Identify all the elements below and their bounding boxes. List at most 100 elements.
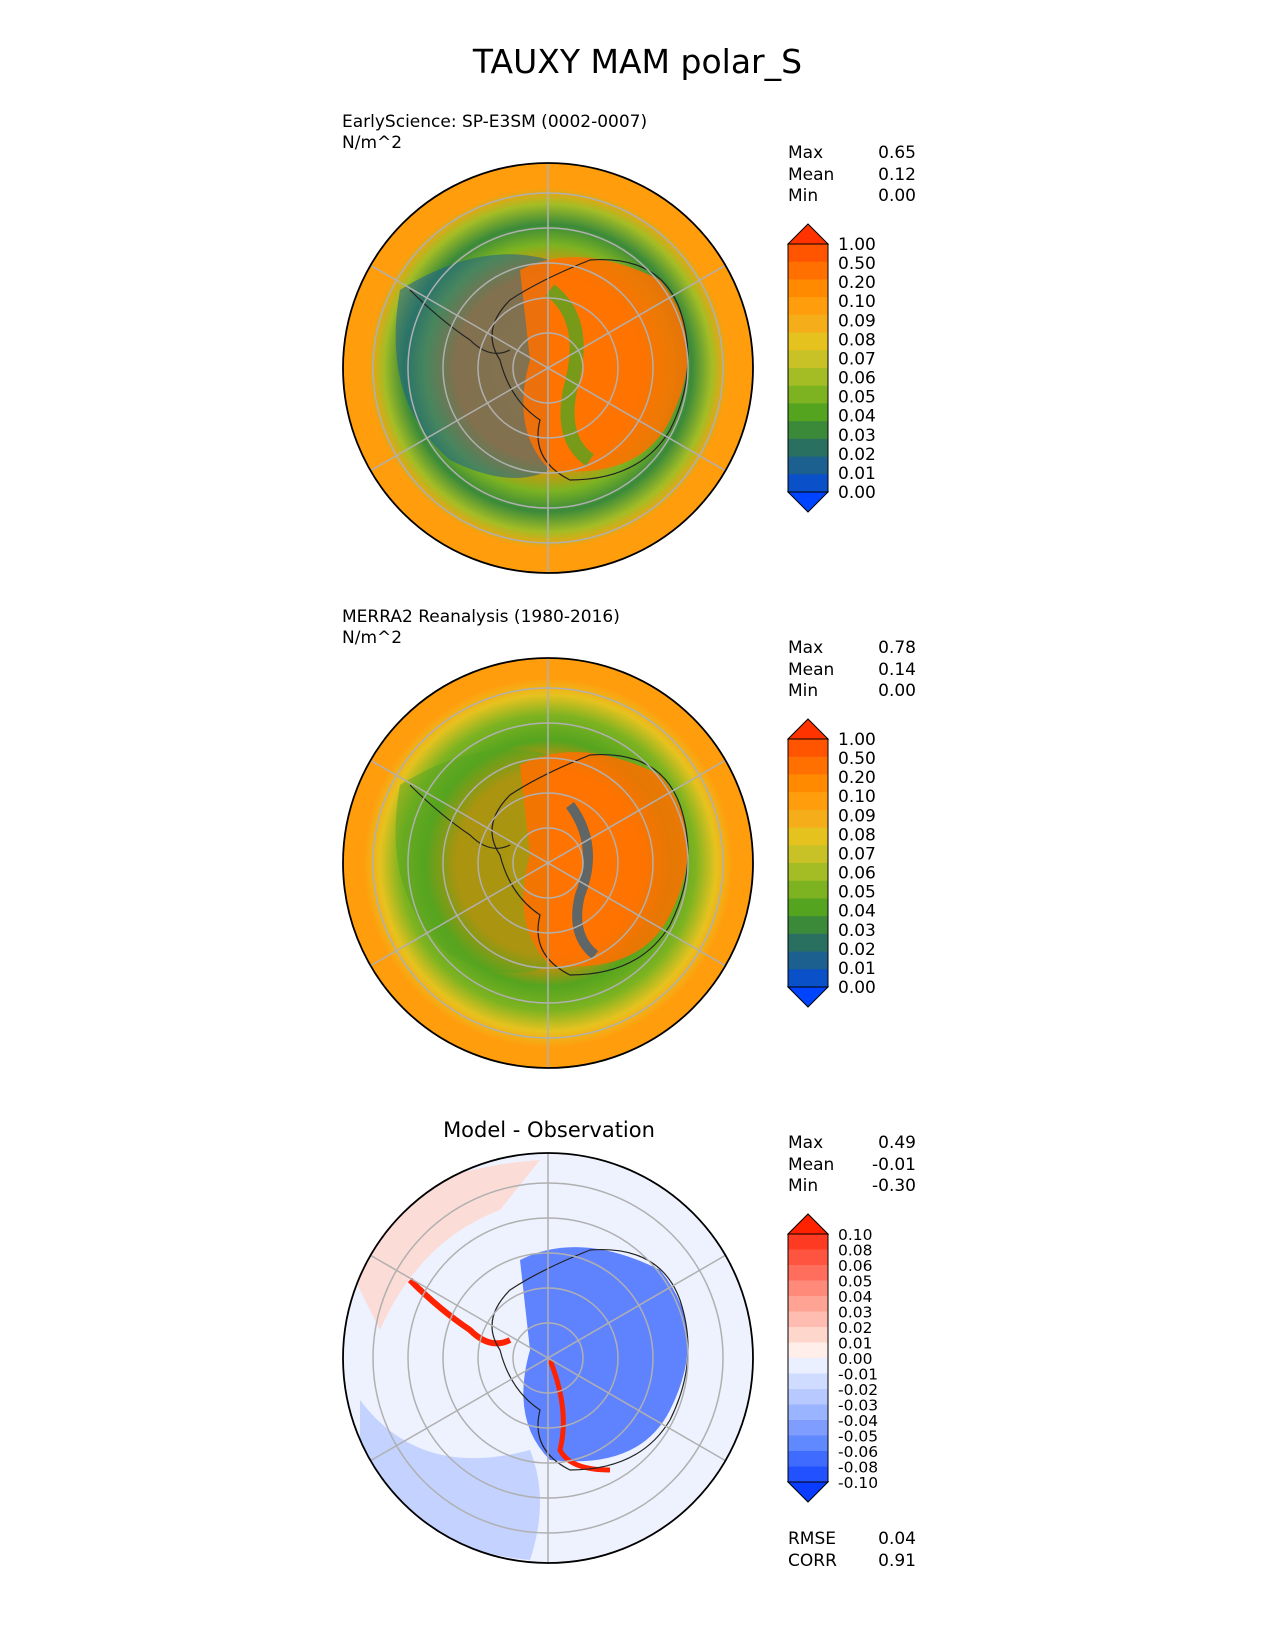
coastline (491, 258, 689, 481)
colorbar-tick-label: 0.07 (838, 844, 876, 864)
panel-2-colorbar: 1.000.500.200.100.090.080.070.060.050.04… (786, 718, 876, 1008)
colorbar-tick-label: 0.01 (838, 1335, 873, 1353)
colorbar-tick-label: 0.04 (838, 902, 876, 922)
graticule (369, 1153, 727, 1563)
colorbar-extend-max (786, 1213, 830, 1235)
colorbar-tick-label: 0.08 (838, 330, 876, 350)
colorbar-tick-label: 0.02 (838, 445, 876, 465)
colorbar-tick-label: -0.08 (838, 1459, 878, 1477)
panel-2-title-line1: MERRA2 Reanalysis (1980-2016) (342, 607, 620, 627)
colorbar-tick-label: 0.10 (838, 292, 876, 312)
colorbar-frame (787, 738, 829, 988)
colorbar-tick-label: 0.03 (838, 921, 876, 941)
colorbar-tick-label: 0.50 (838, 749, 876, 769)
colorbar-segment (788, 792, 828, 811)
colorbar-tick-label: 0.07 (838, 349, 876, 369)
panel-2-stats: Max 0.78 Mean 0.14 Min 0.00 (788, 638, 916, 703)
colorbar-segment (788, 969, 828, 988)
colorbar-segment (788, 916, 828, 935)
colorbar-tick-label: 0.06 (838, 1257, 873, 1275)
colorbar-segment (788, 332, 828, 351)
colorbar-segment (788, 1249, 828, 1266)
colorbar-tick-label: 0.00 (838, 1350, 873, 1368)
colorbar-tick-label: 1.00 (838, 235, 876, 255)
graticule (369, 658, 727, 1068)
map-boundary (342, 657, 754, 1069)
colorbar-segment (788, 1389, 828, 1405)
stat-max: Max 0.78 (788, 638, 916, 658)
colorbar-segment (788, 474, 828, 493)
colorbar-segment (788, 898, 828, 917)
colorbar-segment (788, 933, 828, 953)
colorbar-tick-label: 0.05 (838, 388, 876, 408)
colorbar-tick-label: 0.04 (838, 1288, 873, 1306)
colorbar-segment (788, 951, 828, 970)
colorbar-segment (788, 244, 828, 263)
colorbar-segment (788, 1404, 828, 1421)
coastline (491, 1248, 689, 1471)
colorbar-segment (788, 1234, 828, 1250)
colorbar-tick-label: 0.00 (838, 483, 876, 503)
colorbar-tick-label: -0.10 (838, 1474, 878, 1492)
colorbar-tick-label: 0.06 (838, 864, 876, 884)
colorbar-segment (788, 368, 828, 387)
metric-rmse: RMSE 0.04 (788, 1529, 916, 1549)
colorbar-tick-label: 0.04 (838, 407, 876, 427)
panel-3-colorbar: 0.100.080.060.050.040.030.020.010.00-0.0… (786, 1213, 878, 1503)
colorbar-segment (788, 385, 828, 404)
colorbar-segment (788, 774, 828, 793)
colorbar-extend-min (786, 491, 830, 513)
panel-2-title: MERRA2 Reanalysis (1980-2016) N/m^2 (342, 607, 620, 649)
colorbar-tick-label: 0.20 (838, 768, 876, 788)
graticule (369, 163, 727, 573)
colorbar-segment (788, 1296, 828, 1312)
colorbar-tick-label: -0.05 (838, 1428, 878, 1446)
colorbar-tick-label: 0.00 (838, 978, 876, 998)
colorbar-tick-label: 0.08 (838, 825, 876, 845)
colorbar-segment (788, 756, 828, 775)
colorbar-tick-label: 1.00 (838, 730, 876, 750)
panel-3-stats: Max 0.49 Mean -0.01 Min -0.30 (788, 1133, 916, 1198)
colorbar-segment (788, 827, 828, 846)
colorbar-segment (788, 456, 828, 475)
peninsula-coastline (409, 289, 511, 354)
field-channel (545, 284, 595, 466)
panel-3-map (342, 1152, 754, 1564)
colorbar-tick-label: 0.09 (838, 311, 876, 331)
peninsula-positive (407, 1277, 512, 1347)
ross-positive (547, 1359, 611, 1473)
colorbar-tick-label: 0.01 (838, 959, 876, 979)
colorbar-segment (788, 297, 828, 316)
colorbar-segment (788, 845, 828, 864)
colorbar-extend-min (786, 1481, 830, 1503)
panel-3-metrics: RMSE 0.04 CORR 0.91 (788, 1529, 916, 1572)
colorbar-tick-label: 0.20 (838, 273, 876, 293)
colorbar-tick-label: -0.01 (838, 1366, 878, 1384)
colorbar-segment (788, 1466, 828, 1483)
panel-1-units: N/m^2 (342, 133, 403, 153)
colorbar-tick-label: 0.03 (838, 426, 876, 446)
colorbar-segment (788, 438, 828, 458)
colorbar-tick-label: 0.03 (838, 1304, 873, 1322)
peninsula-coastline (409, 784, 511, 849)
colorbar-segment (788, 1451, 828, 1467)
colorbar-tick-label: 0.09 (838, 806, 876, 826)
panel-1-map (342, 162, 754, 574)
colorbar-tick-label: -0.02 (838, 1381, 878, 1399)
colorbar-tick-label: 0.50 (838, 254, 876, 274)
colorbar-segment (788, 350, 828, 369)
colorbar-tick-label: 0.02 (838, 940, 876, 960)
colorbar-segment (788, 1420, 828, 1436)
coastline (491, 753, 689, 976)
stat-min: Min 0.00 (788, 681, 916, 701)
stat-mean: Mean 0.12 (788, 164, 916, 185)
colorbar-tick-label: -0.04 (838, 1412, 878, 1430)
field-low-sector (395, 749, 550, 973)
field-low-sector (395, 254, 550, 478)
colorbar-segment (788, 880, 828, 899)
panel-1-title-line1: EarlyScience: SP-E3SM (0002-0007) (342, 112, 648, 132)
colorbar-segment (788, 863, 828, 882)
map-boundary (342, 162, 754, 574)
colorbar-frame (787, 243, 829, 493)
colorbar-segment (788, 1435, 828, 1452)
